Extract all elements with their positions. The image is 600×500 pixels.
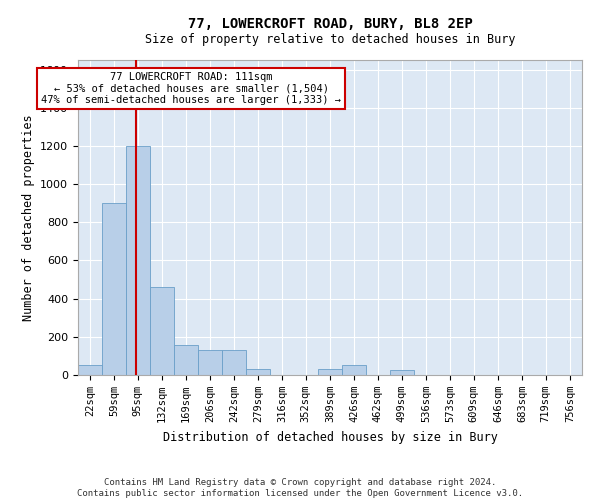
Text: 77, LOWERCROFT ROAD, BURY, BL8 2EP: 77, LOWERCROFT ROAD, BURY, BL8 2EP	[188, 18, 472, 32]
Bar	[103, 203, 126, 375]
X-axis label: Distribution of detached houses by size in Bury: Distribution of detached houses by size …	[163, 430, 497, 444]
Bar	[126, 146, 150, 375]
Y-axis label: Number of detached properties: Number of detached properties	[22, 114, 35, 321]
Bar	[150, 287, 174, 375]
Text: Contains HM Land Registry data © Crown copyright and database right 2024.
Contai: Contains HM Land Registry data © Crown c…	[77, 478, 523, 498]
Bar	[246, 370, 270, 375]
Bar	[78, 364, 102, 375]
Text: 77 LOWERCROFT ROAD: 111sqm
← 53% of detached houses are smaller (1,504)
47% of s: 77 LOWERCROFT ROAD: 111sqm ← 53% of deta…	[41, 72, 341, 105]
Text: Size of property relative to detached houses in Bury: Size of property relative to detached ho…	[145, 32, 515, 46]
Bar	[222, 350, 246, 375]
Bar	[342, 364, 366, 375]
Bar	[390, 370, 414, 375]
Bar	[174, 346, 198, 375]
Bar	[199, 350, 223, 375]
Bar	[318, 370, 342, 375]
